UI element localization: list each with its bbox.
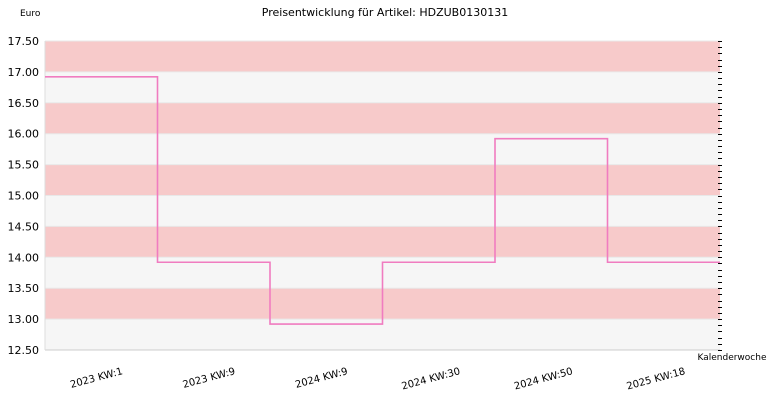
- x-tick-label: 2023 KW:1: [69, 366, 124, 391]
- x-tick-labels: 2023 KW:1 2023 KW:9 2024 KW:9 2024 KW:30 202…: [69, 366, 686, 392]
- x-tick-label: 2024 KW:9: [294, 366, 349, 391]
- y-tick-label: 13.50: [8, 282, 40, 295]
- background-band: [45, 164, 720, 196]
- y-tick-labels: 12.50 13.00 13.50 14.00 14.50 15.00 15.50 16.00…: [8, 35, 40, 357]
- y-tick-label: 12.50: [8, 344, 40, 357]
- y-tick-label: 16.00: [8, 128, 40, 141]
- y-tick-label: 17.50: [8, 35, 40, 48]
- x-tick-label: 2025 KW:18: [625, 366, 686, 392]
- chart-title: Preisentwicklung für Artikel: HDZUB01301…: [262, 6, 508, 19]
- y-tick-label: 17.00: [8, 66, 40, 79]
- x-tick-label: 2024 KW:30: [400, 366, 461, 392]
- price-step-line: [45, 76, 720, 325]
- right-minor-ticks: [718, 41, 722, 351]
- background-band: [45, 226, 720, 258]
- x-tick-label: 2023 KW:9: [182, 366, 237, 391]
- background-band: [45, 133, 720, 165]
- y-tick-label: 15.50: [8, 159, 40, 172]
- y-axis-label: Euro: [20, 9, 41, 19]
- background-band: [45, 41, 720, 72]
- x-tick-label: 2024 KW:50: [513, 366, 574, 392]
- y-tick-label: 16.50: [8, 97, 40, 110]
- y-tick-label: 15.00: [8, 190, 40, 203]
- y-tick-label: 14.00: [8, 251, 40, 264]
- background-band: [45, 102, 720, 134]
- price-series: [45, 76, 720, 325]
- background-band: [45, 195, 720, 227]
- x-axis-label: Kalenderwoche: [697, 353, 766, 363]
- y-tick-label: 14.50: [8, 220, 40, 233]
- y-tick-label: 13.00: [8, 313, 40, 326]
